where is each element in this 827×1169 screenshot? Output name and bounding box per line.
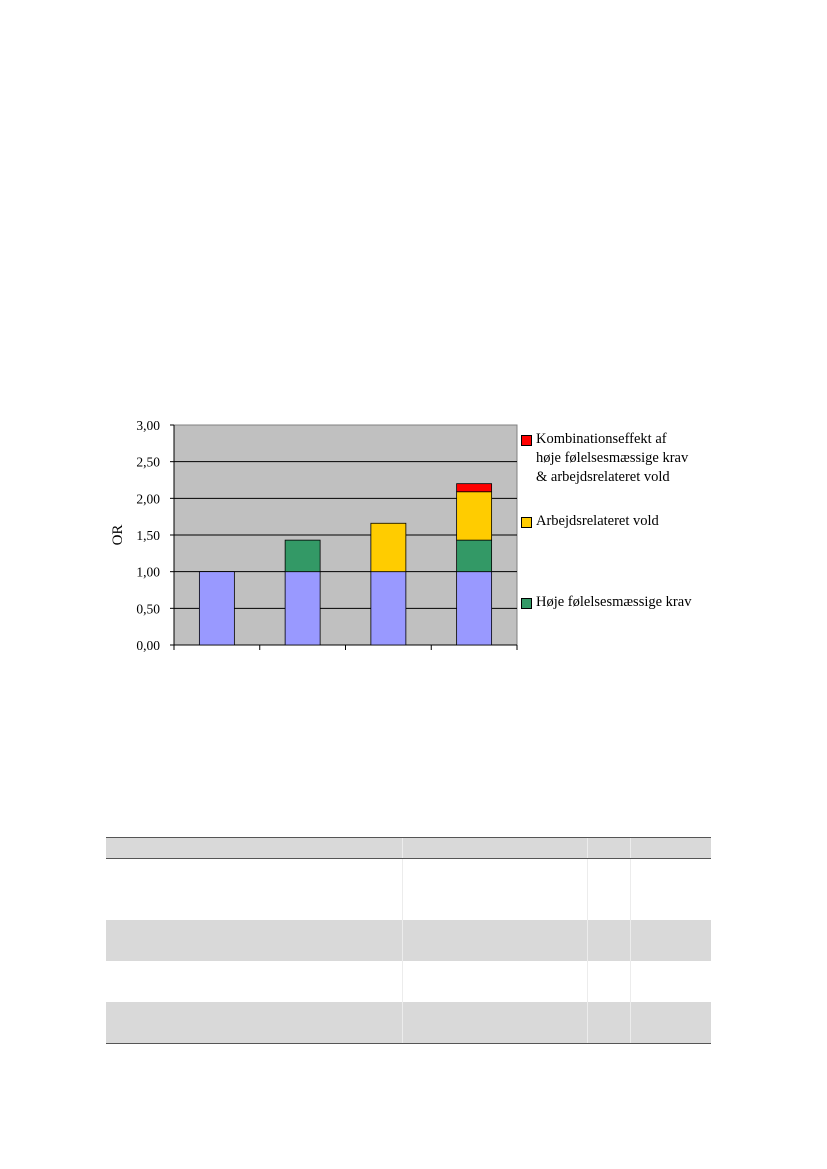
table-row	[106, 961, 711, 1002]
table-cell	[401, 920, 587, 961]
table-cell	[586, 1002, 630, 1044]
bar-segment	[456, 483, 493, 493]
stacked-bar-chart: 0,00 0,50 1,00 1,50 2,00 2,50 3,00 OR	[110, 418, 518, 653]
y-tick-label: 0,00	[136, 638, 160, 653]
table-row	[106, 1002, 711, 1044]
table-cell	[401, 858, 587, 920]
table-cell	[401, 837, 587, 859]
y-tick-label: 1,50	[136, 528, 160, 543]
table-cell	[106, 920, 402, 961]
y-tick-label: 2,50	[136, 455, 160, 470]
y-axis-label: OR	[110, 525, 126, 546]
table-header-row	[106, 837, 711, 859]
y-tick-label: 3,00	[136, 418, 160, 433]
table-cell	[629, 920, 711, 961]
bar-segment	[198, 571, 235, 646]
legend-swatch-yellow	[521, 517, 532, 528]
data-table	[106, 837, 711, 1044]
table-cell	[401, 961, 587, 1002]
bar-segment	[284, 571, 321, 646]
chart-container: 0,00 0,50 1,00 1,50 2,00 2,50 3,00 OR	[100, 410, 720, 660]
bar-segment	[370, 522, 407, 573]
legend-item-violence: Arbejdsrelateret vold	[521, 512, 659, 531]
y-tick-label: 0,50	[136, 601, 160, 616]
table-row	[106, 920, 711, 961]
legend-swatch-red	[521, 435, 532, 446]
table-cell	[401, 1002, 587, 1044]
legend-item-emotional-demands: Høje følelsesmæssige krav	[521, 593, 691, 612]
y-tick-label: 2,00	[136, 491, 160, 506]
table-cell	[629, 1002, 711, 1044]
table-cell	[106, 1002, 402, 1044]
bar-segment	[456, 539, 493, 573]
y-tick-label: 1,00	[136, 565, 160, 580]
table-cell	[106, 858, 402, 920]
table-cell	[629, 961, 711, 1002]
legend-item-combination: Kombinationseffekt af høje følelsesmæssi…	[521, 430, 688, 487]
table-cell	[586, 837, 630, 859]
bar-segment	[456, 491, 493, 541]
legend-label: Høje følelsesmæssige krav	[536, 594, 692, 610]
bar-segment	[284, 539, 321, 573]
table-cell	[629, 858, 711, 920]
legend-label: Kombinationseffekt af høje følelsesmæssi…	[536, 431, 689, 485]
table-cell	[586, 961, 630, 1002]
bar-segment	[456, 571, 493, 646]
table-cell	[106, 961, 402, 1002]
table-cell	[629, 837, 711, 859]
table-cell	[586, 858, 630, 920]
legend-label: Arbejdsrelateret vold	[536, 513, 659, 529]
bar-segment	[370, 571, 407, 646]
table-cell	[586, 920, 630, 961]
table-cell	[106, 837, 402, 859]
table-row	[106, 858, 711, 920]
legend-swatch-green	[521, 598, 532, 609]
